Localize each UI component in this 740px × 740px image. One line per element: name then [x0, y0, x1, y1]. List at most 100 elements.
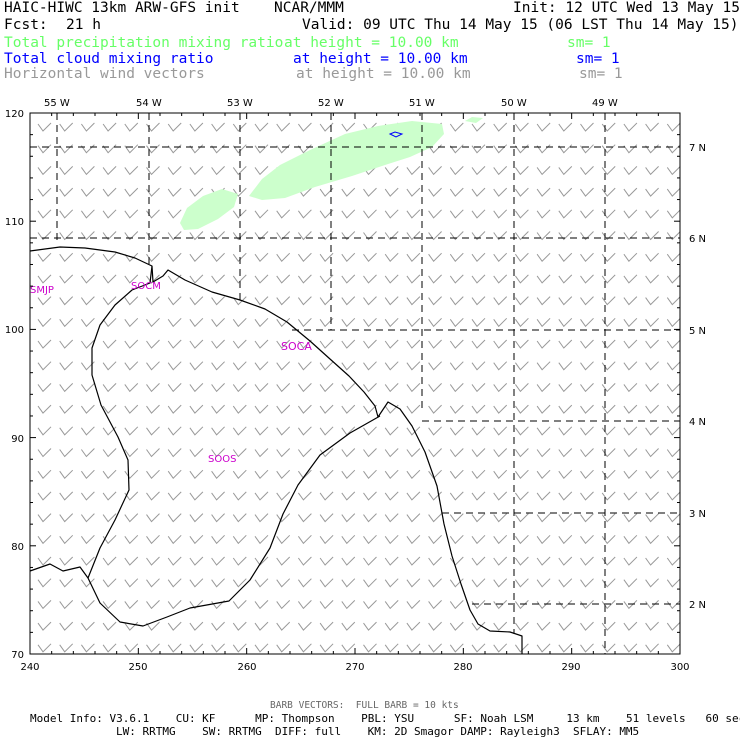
precip-contour-layer: [180, 117, 483, 230]
lon-label: 49 W: [592, 98, 618, 109]
wind-barb: [276, 274, 291, 284]
wind-barb: [406, 209, 421, 219]
wind-barb: [471, 556, 486, 566]
wind-barb: [124, 426, 139, 436]
wind-barb: [514, 361, 529, 371]
wind-barb: [297, 513, 312, 523]
wind-barb: [102, 448, 117, 458]
wind-barb: [580, 209, 594, 219]
wind-barb: [645, 426, 659, 436]
wind-barb: [319, 534, 334, 545]
wind-barb: [558, 643, 573, 653]
model-info-line1: Model Info: V3.6.1 CU: KF MP: Thompson P…: [30, 712, 740, 725]
wind-barb: [623, 231, 638, 241]
wind-barb: [59, 209, 74, 219]
wind-barb: [645, 361, 659, 371]
wind-barb: [558, 317, 573, 328]
wind-barb: [645, 187, 659, 197]
wind-barb: [645, 296, 659, 306]
wind-barb: [384, 296, 399, 306]
wind-barb: [493, 339, 508, 349]
wind-barb: [558, 426, 573, 436]
wind-barb: [341, 252, 356, 262]
wind-barb: [580, 426, 594, 436]
wind-barb: [623, 317, 638, 328]
lat-label: 7 N: [689, 143, 706, 154]
wind-barb: [645, 274, 659, 284]
wind-barb: [211, 404, 225, 414]
wind-barb: [428, 578, 442, 588]
wind-barb: [428, 209, 442, 219]
wind-barb: [254, 513, 269, 523]
wind-barb: [167, 513, 182, 523]
barb-legend: BARB VECTORS: FULL BARB = 10 kts: [270, 700, 459, 711]
wind-barb: [59, 231, 74, 241]
wind-barb: [601, 144, 616, 154]
wind-barb: [59, 317, 74, 328]
wind-barb: [276, 621, 291, 631]
wind-barb: [59, 404, 74, 414]
field-name-precip: Total precipitation mixing ratio: [4, 35, 284, 51]
x-tick-label: 260: [237, 662, 256, 673]
wind-barb: [297, 448, 312, 458]
wind-barb: [363, 556, 377, 566]
wind-barb: [124, 469, 139, 479]
wind-barb: [232, 426, 247, 436]
wind-barb: [428, 643, 442, 653]
wind-barb: [37, 643, 52, 653]
wind-barb: [666, 144, 681, 154]
wind-barb: [449, 513, 464, 523]
model-title: HAIC-HIWC 13km ARW-GFS init: [4, 0, 240, 16]
wind-barb: [623, 339, 638, 349]
wind-barb: [363, 578, 377, 588]
wind-barb: [493, 534, 508, 545]
wind-barb: [80, 578, 95, 588]
wind-barb: [580, 578, 594, 588]
wind-barb: [211, 534, 225, 545]
wind-barb: [493, 209, 508, 219]
wind-barb: [623, 404, 638, 414]
wind-barb: [623, 534, 638, 545]
wind-barb: [623, 383, 638, 393]
wind-barb: [493, 231, 508, 241]
wind-barb: [37, 209, 52, 219]
wind-barb: [666, 317, 681, 328]
wind-barb: [623, 361, 638, 371]
wind-barb: [449, 209, 464, 219]
wind-barb: [580, 534, 594, 545]
wind-barb: [666, 231, 681, 241]
wind-barb: [514, 274, 529, 284]
wind-barb: [406, 404, 421, 414]
wind-barb: [297, 600, 312, 610]
wind-barb: [37, 383, 52, 393]
wind-barb: [645, 383, 659, 393]
x-tick-label: 290: [561, 662, 580, 673]
wind-barb: [406, 252, 421, 262]
lat-label: 6 N: [689, 234, 706, 245]
wind-barb: [558, 513, 573, 523]
wind-barb: [471, 469, 486, 479]
wind-barb: [319, 383, 334, 393]
wind-barb: [493, 448, 508, 458]
wind-barb: [558, 448, 573, 458]
wind-barb: [428, 252, 442, 262]
wind-barb: [449, 187, 464, 197]
wind-barb: [124, 578, 139, 588]
wind-barb: [623, 621, 638, 631]
wind-barb: [471, 361, 486, 371]
wind-barb: [189, 578, 204, 588]
wind-barb: [80, 643, 95, 653]
wind-barb: [666, 448, 681, 458]
lat-label: 4 N: [689, 417, 706, 428]
wind-barb: [341, 404, 356, 414]
wind-barb: [37, 534, 52, 545]
wind-barb: [406, 643, 421, 653]
precip-contour: [465, 117, 483, 123]
wind-barb: [558, 361, 573, 371]
wind-barb: [37, 513, 52, 523]
wind-barb: [232, 513, 247, 523]
wind-barb: [297, 252, 312, 262]
wind-barb: [254, 578, 269, 588]
wind-barb: [124, 231, 139, 241]
wind-barb: [102, 513, 117, 523]
